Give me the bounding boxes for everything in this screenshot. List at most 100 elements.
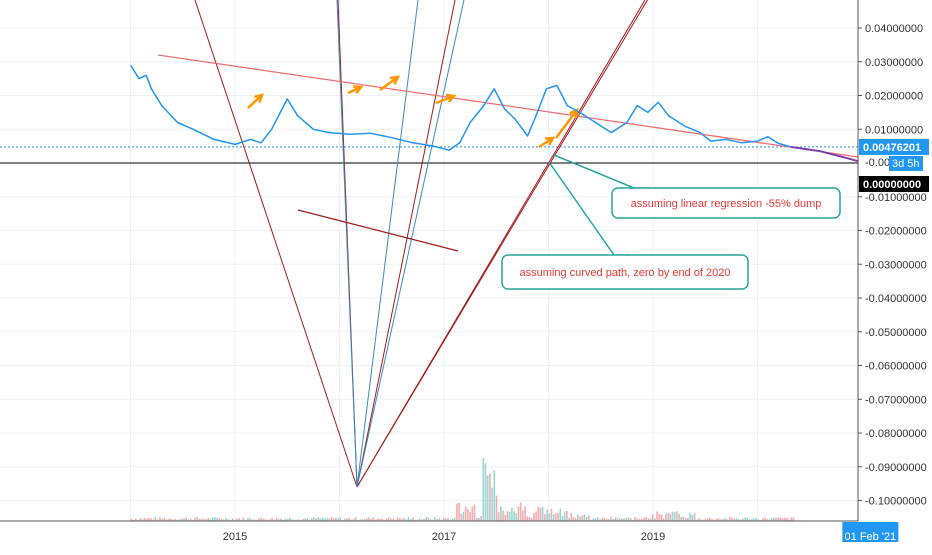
volume-bar [319,518,322,521]
volume-bar [361,519,364,521]
volume-bar [713,519,716,521]
volume-bar [288,517,291,521]
volume-bar [460,513,463,521]
volume-bar [546,509,548,521]
volume-bar [645,516,647,521]
volume-bar [451,518,454,521]
volume-bar [552,514,555,521]
y-tick-label: -0.03000000 [865,259,927,271]
volume-bar [440,519,443,521]
volume-bar [566,510,568,521]
volume-bar [671,511,674,521]
y-tick-label: -0.07000000 [865,394,927,406]
volume-bar [682,516,685,521]
volume-bar [295,519,298,521]
callout-text: assuming curved path, zero by end of 202… [520,267,731,279]
volume-bar [306,518,309,521]
x-tick-label: 2015 [223,531,247,543]
volume-bar [506,511,509,521]
volume-bar [304,518,306,521]
volume-bar [535,511,537,521]
volume-bar [495,495,498,521]
volume-bar [324,518,326,521]
volume-bar [238,518,240,521]
volume-bar [425,517,427,521]
projection-arrow-head [445,93,457,103]
volume-bar [700,519,702,521]
volume-bar [687,517,689,521]
volume-bar [363,519,366,521]
volume-bar [350,519,353,521]
volume-bar [438,518,441,521]
volume-bar [772,517,775,521]
volume-bar [442,517,445,521]
volume-bar [720,519,722,521]
volume-bar [381,519,383,521]
volume-bar [330,517,333,521]
volume-bar [471,506,474,521]
y-tick-label: 0.04000000 [865,23,923,35]
x-tick-label: 2019 [641,531,665,543]
y-tick-label: 0.03000000 [865,57,923,69]
volume-bar [530,517,533,521]
volume-bar [244,519,247,521]
volume-bar [273,519,276,521]
volume-bar [341,519,344,521]
volume-bar [739,519,742,521]
volume-bar [482,457,485,521]
volume-bar [189,518,192,521]
volume-bar [748,519,751,521]
volume-bar [759,519,762,521]
callout-box[interactable] [611,187,841,219]
current-price-label: 0.00476201 [863,142,921,154]
volume-bar [299,519,302,521]
volume-bar [165,519,168,521]
volume-bar [563,511,566,521]
projection-arrow-shaft [435,94,455,105]
volume-bar [513,511,515,521]
volume-bar [233,519,236,521]
volume-bar [621,518,623,521]
volume-bar [634,517,636,521]
volume-bar [291,519,293,521]
zero-price-label: 0.00000000 [863,179,921,191]
volume-bar [145,518,148,521]
y-tick-label: 0.02000000 [865,91,923,103]
x-tick-label: 2017 [432,531,456,543]
volume-bar [218,518,221,521]
volume-bar [253,519,256,521]
trendline [157,54,859,158]
volume-bar [632,519,634,521]
volume-bar [192,519,194,521]
volume-bar [647,518,650,521]
volume-bar [161,518,163,521]
volume-bar [242,517,245,521]
volume-bar [462,511,465,521]
volume-bar [737,518,740,521]
volume-bar [702,519,705,521]
callout-box[interactable] [501,254,749,290]
volume-bar [502,510,504,521]
volume-bar [524,506,526,521]
y-tick-label: -0.08000000 [865,428,927,440]
volume-bar [550,508,553,521]
volume-bar [178,519,181,521]
fan-line-red [194,0,358,488]
callout-pointer [553,154,650,189]
volume-bar [284,518,287,521]
projection-arrow-head [569,107,579,119]
volume-bar [764,517,766,521]
volume-bar [693,513,696,521]
volume-bar [561,515,564,521]
volume-bar [579,516,581,521]
volume-bar [352,519,355,521]
volume-bar [445,518,447,521]
volume-bar [676,511,678,521]
volume-bar [394,519,397,521]
volume-bar [392,518,394,521]
y-tick-label: 0.01000000 [865,124,923,136]
volume-bar [484,463,487,521]
volume-bar [475,517,478,521]
